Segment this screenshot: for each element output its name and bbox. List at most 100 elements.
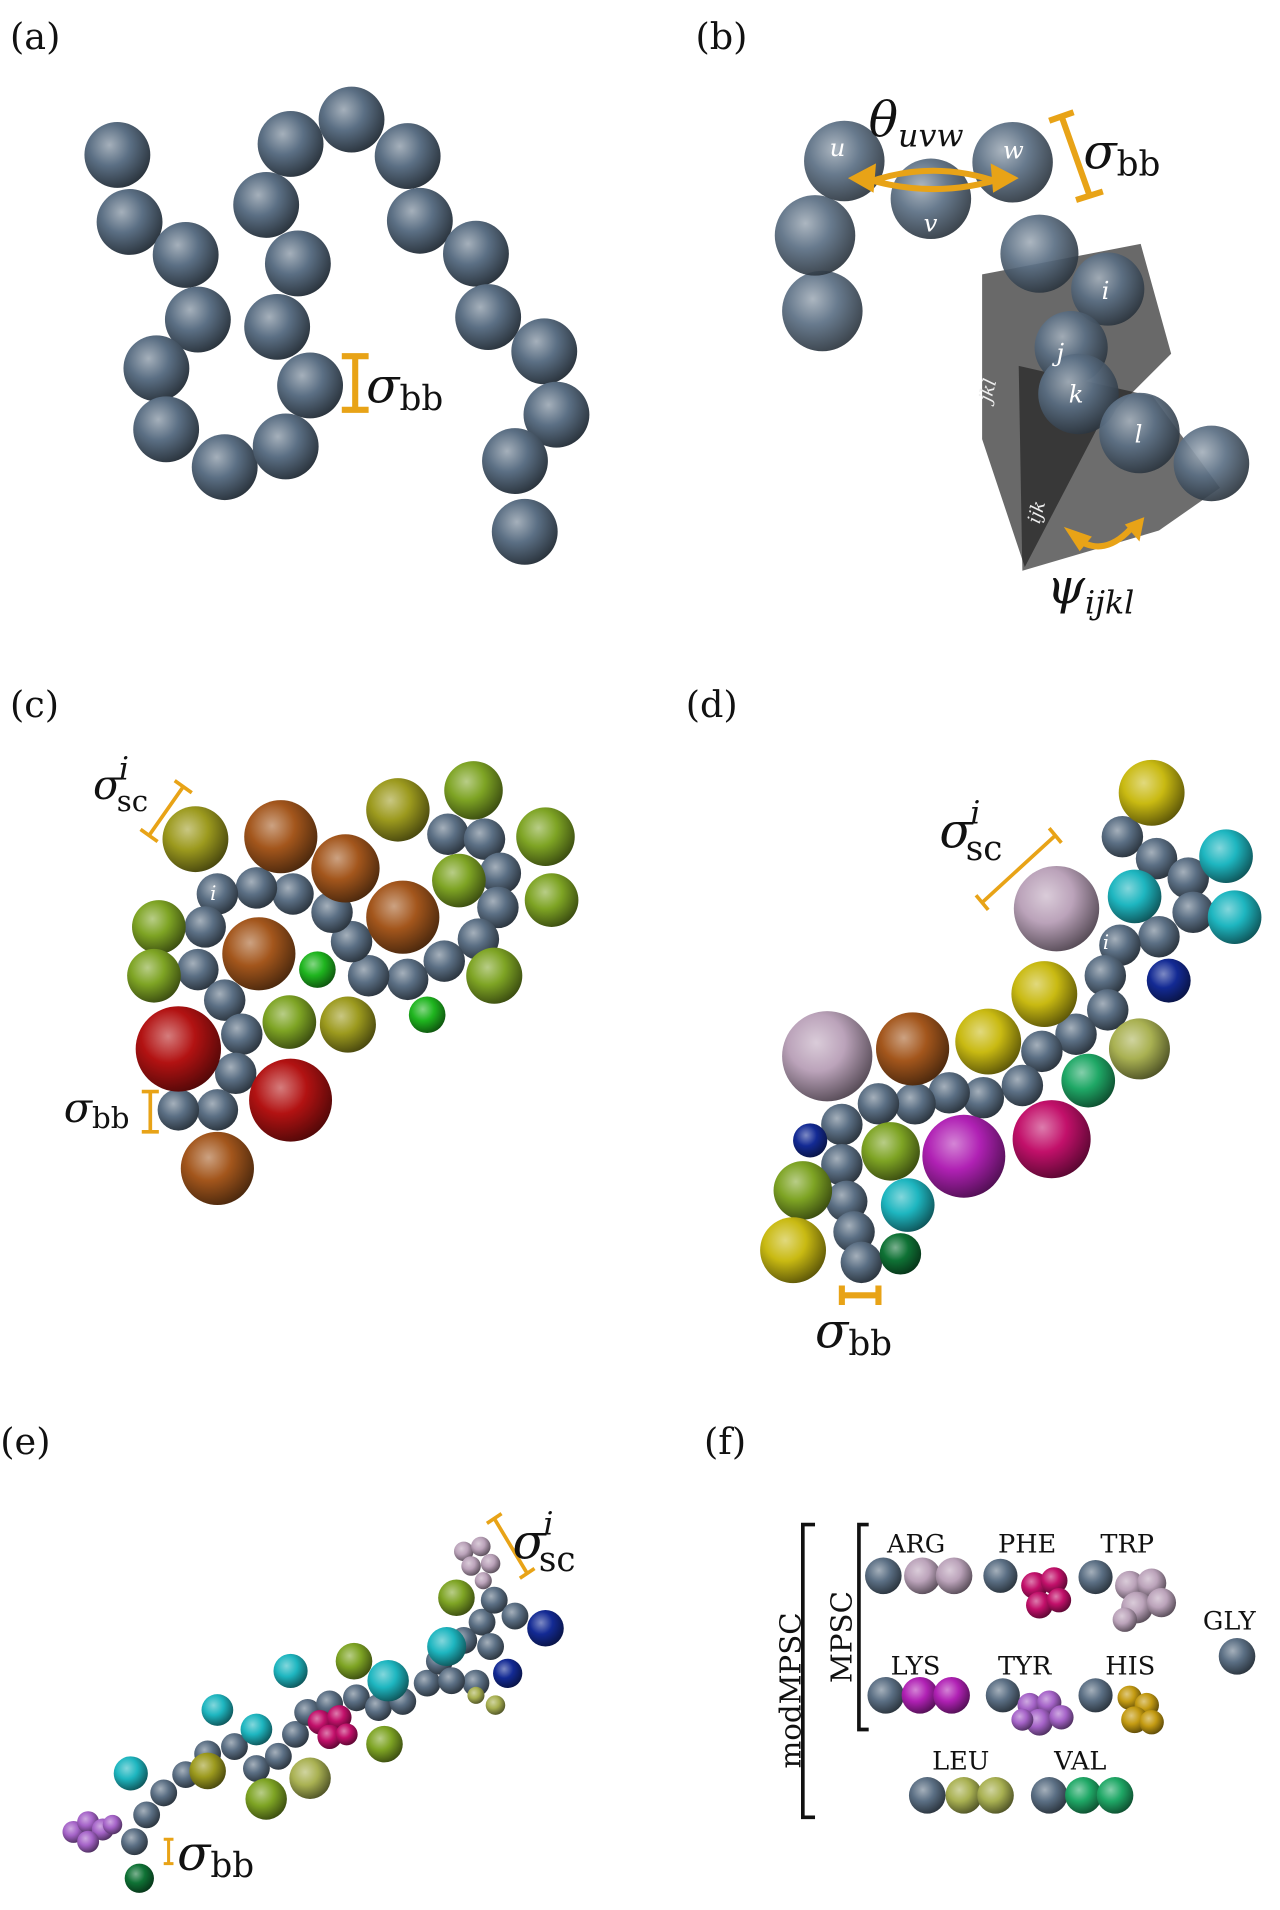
backbone-bead	[1078, 1678, 1113, 1713]
backbone-bead	[133, 1801, 161, 1829]
backbone-bead	[1001, 1064, 1044, 1107]
side-chain-bead-lavender	[782, 1011, 873, 1102]
backbone-bead	[774, 195, 856, 276]
group-label-modmpsc: modMPSC	[773, 1612, 807, 1768]
side-chain-bead-brown	[876, 1012, 950, 1086]
side-chain-bead-gold	[1139, 1709, 1164, 1735]
sigma-bb-bar-a	[341, 353, 369, 413]
sigma-sc-bar-d	[974, 826, 1063, 912]
sigma-sc-label-c: σi sc	[93, 751, 148, 818]
side-chain-bead-paleolive	[945, 1777, 983, 1814]
backbone-bead	[1084, 955, 1127, 997]
side-chain-bead-teal	[201, 1694, 234, 1726]
side-chain-bead-yellowgreen	[444, 761, 503, 820]
backbone-bead	[133, 396, 200, 463]
side-chain-bead-crimson	[1046, 1588, 1072, 1613]
side-chain-bead-lavender	[461, 1556, 481, 1576]
backbone-bead	[840, 1241, 883, 1284]
backbone-bead	[523, 381, 590, 448]
backbone-bead	[491, 498, 558, 565]
backbone-bead	[480, 1586, 508, 1614]
side-chain-bead-seagreen	[1096, 1777, 1134, 1814]
panel-a-beads	[84, 86, 590, 565]
sigma-sc-bar-e	[485, 1512, 536, 1580]
backbone-bead	[1071, 252, 1145, 326]
annotations	[139, 109, 1137, 1866]
side-chain-bead-teal	[427, 1627, 467, 1667]
side-chain-bead-teal	[113, 1756, 148, 1791]
side-chain-bead-lavender	[1013, 865, 1100, 952]
backbone-bead	[1021, 1030, 1063, 1073]
side-chain-bead-teal	[273, 1653, 308, 1689]
side-chain-bead-lavender	[1146, 1588, 1177, 1618]
backbone-bead	[438, 1667, 465, 1695]
backbone-bead	[184, 906, 226, 948]
panel-label-a: (a)	[10, 15, 60, 58]
backbone-bead	[1099, 392, 1180, 474]
backbone-bead	[908, 1777, 946, 1814]
side-chain-bead-seagreen	[1065, 1777, 1102, 1814]
backbone-bead	[177, 948, 219, 991]
side-chain-bead-navy	[1146, 958, 1191, 1003]
backbone-bead	[463, 818, 506, 860]
sigma-bb-bar-c	[141, 1089, 159, 1134]
side-chain-bead-crimson	[317, 1724, 342, 1750]
backbone-bead	[347, 955, 390, 997]
backbone-bead	[121, 1828, 148, 1856]
side-chain-bead-teal	[240, 1713, 273, 1746]
panel-label-f: (f)	[704, 1420, 746, 1463]
theta-uvw-label: θuvw	[869, 92, 964, 155]
backbone-bead	[479, 852, 522, 895]
backbone-bead	[191, 434, 258, 501]
sigma-sc-label-d: σi sc	[939, 795, 1002, 869]
backbone-bead	[157, 1089, 200, 1131]
residue-label-his: HIS	[1105, 1652, 1155, 1682]
side-chain-bead-purple	[1026, 1708, 1053, 1736]
backbone-bead	[1055, 1013, 1097, 1056]
backbone-bead	[257, 110, 324, 177]
backbone-bead	[1030, 1777, 1068, 1814]
backbone-bead	[123, 335, 190, 402]
residue-label-val: VAL	[1053, 1747, 1106, 1777]
backbone-bead	[1167, 857, 1209, 899]
side-chain-bead-paleolive	[467, 1686, 485, 1704]
backbone-bead	[477, 1633, 505, 1660]
backbone-label-c: i	[210, 882, 216, 905]
backbone-bead	[443, 220, 509, 287]
backbone-bead	[1173, 425, 1250, 502]
sigma-sc-label-e: σi sc	[513, 1506, 576, 1580]
backbone-bead	[413, 1669, 441, 1697]
side-chain-bead-teal	[367, 1659, 409, 1702]
residue-label-phe: PHE	[998, 1530, 1056, 1560]
bead-label-v: v	[924, 209, 938, 238]
side-chain-bead-yellowgreen	[366, 1725, 403, 1763]
backbone-bead	[252, 413, 319, 480]
side-chain-bead-lavender	[904, 1557, 941, 1595]
group-brackets	[800, 1522, 869, 1820]
backbone-bead	[196, 1089, 239, 1131]
backbone-bead	[386, 958, 429, 1001]
group-label-mpsc: MPSC	[825, 1591, 859, 1683]
side-chain-bead-olive	[189, 1752, 226, 1790]
bead-label-w: w	[1003, 136, 1024, 165]
backbone-bead	[264, 230, 331, 297]
backbone-bead	[318, 86, 385, 153]
side-chain-bead-purple	[1049, 1705, 1074, 1730]
backbone-bead	[1101, 815, 1144, 858]
side-chain-bead-darkgreen	[124, 1863, 154, 1893]
backbone-bead	[482, 428, 548, 494]
backbone-bead	[983, 1558, 1018, 1593]
backbone-bead	[455, 284, 522, 351]
backbone-label-d: i	[1103, 931, 1109, 954]
side-chain-bead-paleolive	[977, 1777, 1014, 1814]
side-chain-bead-yellowgreen	[516, 807, 575, 866]
backbone-bead	[235, 867, 278, 909]
backbone-bead	[890, 158, 972, 240]
sigma-bb-label-e: σbb	[177, 1825, 254, 1886]
residue-label-lys: LYS	[891, 1652, 941, 1682]
side-chain-bead-crimson	[335, 1723, 358, 1746]
side-chain-bead-purple	[77, 1830, 100, 1853]
backbone-bead	[152, 221, 219, 288]
backbone-bead	[1000, 214, 1079, 293]
side-chain-bead-olive	[366, 778, 430, 842]
